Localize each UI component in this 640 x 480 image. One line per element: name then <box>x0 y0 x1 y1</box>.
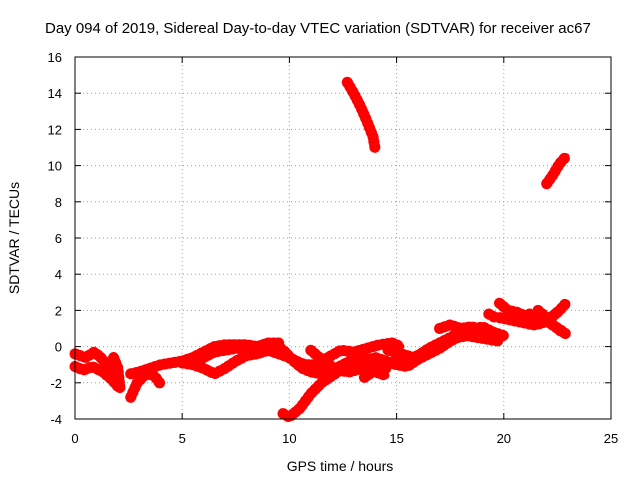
y-tick-label: 14 <box>48 86 62 101</box>
y-tick-label: 6 <box>55 231 62 246</box>
y-tick-label: 16 <box>48 50 62 65</box>
data-marks <box>69 76 572 423</box>
data-track-points <box>541 151 572 190</box>
data-track-points <box>341 76 381 155</box>
y-tick-label: -2 <box>50 376 62 391</box>
data-track-points <box>108 352 126 394</box>
data-track-points <box>69 361 124 392</box>
y-tick-label: 0 <box>55 340 62 355</box>
y-tick-label: 10 <box>48 159 62 174</box>
y-tick-label: -4 <box>50 412 62 427</box>
x-tick-label: 0 <box>71 431 78 446</box>
y-tick-label: 8 <box>55 195 62 210</box>
y-tick-label: 2 <box>55 303 62 318</box>
data-track-points <box>382 330 505 363</box>
data-track-points <box>532 304 572 340</box>
y-tick-label: 4 <box>55 267 62 282</box>
data-track-points <box>176 337 285 367</box>
plot-frame <box>74 56 612 420</box>
x-tick-label: 25 <box>604 431 618 446</box>
x-tick-label: 10 <box>282 431 296 446</box>
chart-title: Day 094 of 2019, Sidereal Day-to-day VTE… <box>45 20 591 37</box>
x-axis-label: GPS time / hours <box>287 458 394 474</box>
data-track-points <box>69 346 122 380</box>
y-axis-label: SDTVAR / TECUs <box>6 182 22 294</box>
x-tick-label: 20 <box>497 431 511 446</box>
data-track-points <box>434 319 488 336</box>
y-tick-label: 12 <box>48 122 62 137</box>
x-tick-label: 15 <box>389 431 403 446</box>
data-track-points <box>275 337 407 371</box>
x-tick-label: 5 <box>179 431 186 446</box>
